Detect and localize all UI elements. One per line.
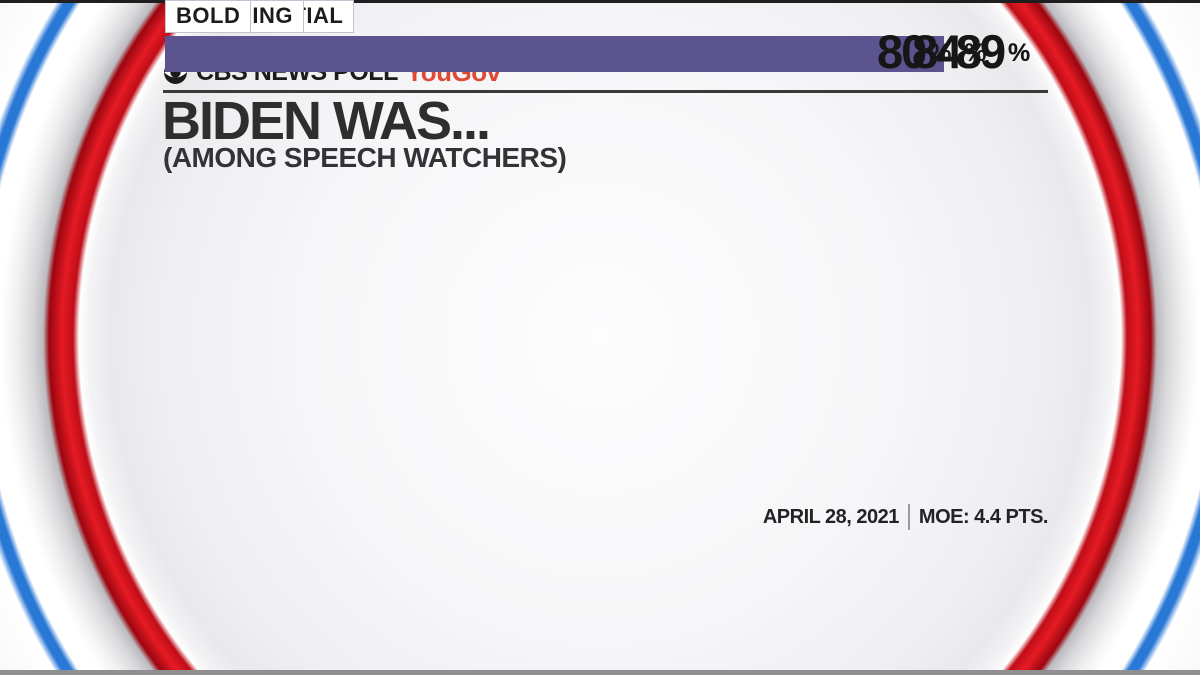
top-edge-strip — [0, 0, 1200, 3]
bar-row-bold: BOLD 80 % — [165, 0, 1125, 78]
value-label: 89 % — [955, 24, 1031, 78]
chart-subtitle: (AMONG SPEECH WATCHERS) — [163, 142, 567, 173]
header-rule — [163, 90, 1048, 93]
value-label: 84 % — [912, 24, 987, 78]
poll-date: APRIL 28, 2021 — [762, 505, 900, 528]
percent-sign: % — [964, 38, 987, 67]
percent-sign: % — [929, 38, 952, 67]
percent-sign: % — [1008, 38, 1031, 67]
chart-title: BIDEN WAS... — [162, 91, 491, 151]
category-label-box: BOLD — [165, 0, 252, 33]
bar-bold — [165, 36, 865, 72]
margin-of-error: MOE: 4.4 PTS. — [918, 505, 1049, 528]
bottom-edge-strip — [0, 670, 1200, 675]
value-label: 80 % — [877, 24, 952, 78]
category-label: BOLD — [176, 3, 241, 28]
percent-sign: % — [1008, 38, 1031, 67]
footer-divider — [907, 504, 910, 530]
value-label: 89 % — [955, 24, 1031, 78]
source-footer: APRIL 28, 2021 MOE: 4.4 PTS. — [762, 504, 1049, 530]
